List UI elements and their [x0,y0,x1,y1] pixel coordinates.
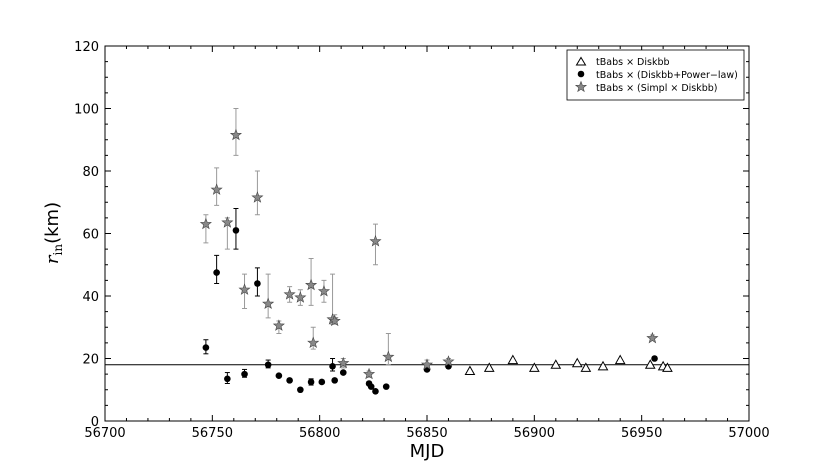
point-diskbb-powerlaw [372,388,379,395]
point-simpl-diskbb [272,319,285,331]
point-diskbb-powerlaw [286,377,293,384]
point-diskbb-powerlaw [232,227,240,234]
y-tick-label: 120 [74,40,99,55]
point-simpl-diskbb [305,278,318,291]
legend-entry-diskbb: tBabs × Diskbb [575,56,670,68]
x-tick-label: 56900 [514,426,555,441]
y-tick-label: 0 [91,415,99,430]
point-diskbb-powerlaw [307,378,315,386]
point-simpl-diskbb [646,331,659,344]
x-tick-label: 56850 [406,426,447,441]
point-simpl-diskbb [328,314,341,327]
point-simpl-diskbb [369,234,382,247]
point-diskbb-powerlaw [264,361,272,369]
point-diskbb [464,365,476,375]
filled-circle-icon [577,70,585,78]
point-simpl-diskbb [221,216,234,228]
point-simpl-diskbb [362,367,376,380]
open-triangle-icon [575,56,587,66]
tick-labels: 56700 56750 56800 56850 56900 56950 57000 0 20 40… [74,40,770,441]
point-simpl-diskbb [262,297,275,309]
y-tick-label: 20 [82,353,99,368]
point-simpl-diskbb [251,191,264,203]
point-diskbb-powerlaw [329,363,336,370]
legend-entry-diskbb-powerlaw: tBabs × (Diskbb+Power−law) [577,70,738,81]
y-tick-label: 100 [74,103,99,118]
point-simpl-diskbb [199,217,212,230]
legend-box [566,49,745,101]
y-axis-label-main: r [42,254,63,264]
x-tick-label: 57000 [728,426,769,441]
y-tick-label: 40 [82,290,99,305]
point-diskbb-powerlaw [318,378,326,386]
point-diskbb-powerlaw [339,369,347,376]
point-diskbb-powerlaw [297,386,304,394]
point-diskbb-powerlaw [382,383,390,390]
point-diskbb-powerlaw [275,372,283,379]
svg-text:rin(km): rin(km) [42,202,65,264]
y-tick-label: 80 [82,165,99,180]
point-diskbb [550,359,562,369]
point-simpl-diskbb [317,284,331,297]
x-tick-label: 56700 [84,426,125,441]
point-simpl-diskbb [210,183,223,195]
y-axis-label: rin(km) [42,202,65,264]
y-tick-label: 60 [82,228,99,243]
data-points [199,128,673,395]
x-tick-label: 56950 [621,426,662,441]
star-icon [574,80,588,93]
y-axis-label-sub: in [51,244,65,256]
legend-label: tBabs × (Diskbb+Power−law) [596,70,738,81]
point-simpl-diskbb [420,358,434,370]
point-diskbb-powerlaw [254,280,261,287]
point-diskbb-powerlaw [331,377,338,384]
point-simpl-diskbb [337,356,350,369]
point-diskbb [528,362,540,372]
point-diskbb [580,362,592,372]
point-diskbb [507,354,519,365]
point-diskbb [597,360,609,371]
legend: tBabs × Diskbb tBabs × (Diskbb+Power−law… [566,49,745,101]
x-tick-label: 56800 [299,426,340,441]
y-axis-label-unit: (km) [42,202,63,244]
point-diskbb-powerlaw [213,269,220,276]
point-diskbb-powerlaw [202,344,210,351]
legend-label: tBabs × (Simpl × Diskbb) [596,83,718,94]
point-diskbb [571,357,583,368]
point-diskbb-powerlaw [367,383,375,390]
point-simpl-diskbb [238,283,251,295]
point-simpl-diskbb [283,288,296,300]
point-simpl-diskbb [294,291,307,303]
plot-frame [104,45,750,422]
point-simpl-diskbb [382,350,395,363]
x-tick-label: 56750 [192,426,233,441]
point-diskbb [644,359,656,369]
point-diskbb [662,362,673,372]
point-diskbb-powerlaw [651,355,658,362]
point-diskbb-powerlaw [241,370,248,378]
point-diskbb [614,354,626,365]
point-simpl-diskbb [229,128,243,141]
point-diskbb-powerlaw [224,375,231,383]
point-diskbb [483,362,495,372]
point-simpl-diskbb [307,336,320,349]
x-axis-label: MJD [410,441,445,462]
legend-entry-simpl-diskbb: tBabs × (Simpl × Diskbb) [574,80,718,94]
legend-label: tBabs × Diskbb [596,57,670,68]
point-simpl-diskbb [442,355,455,367]
